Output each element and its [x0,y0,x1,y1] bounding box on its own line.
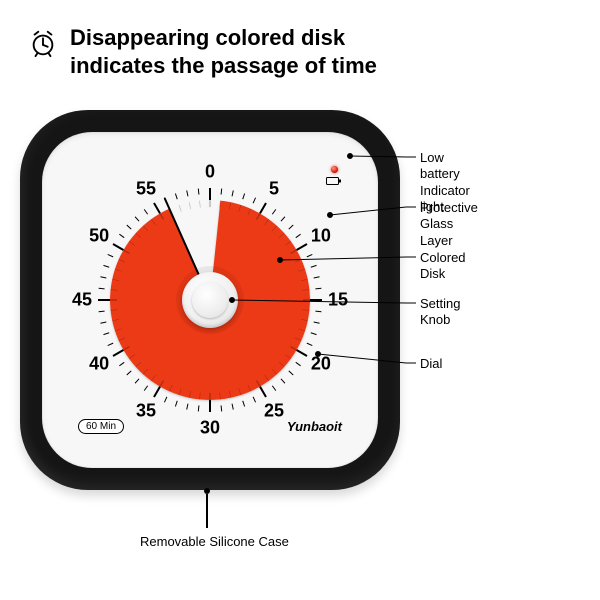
bottom-callout-label: Removable Silicone Case [140,534,289,549]
leader-line [206,494,208,528]
bottom-leader [206,488,208,528]
leader-lines [0,0,600,600]
